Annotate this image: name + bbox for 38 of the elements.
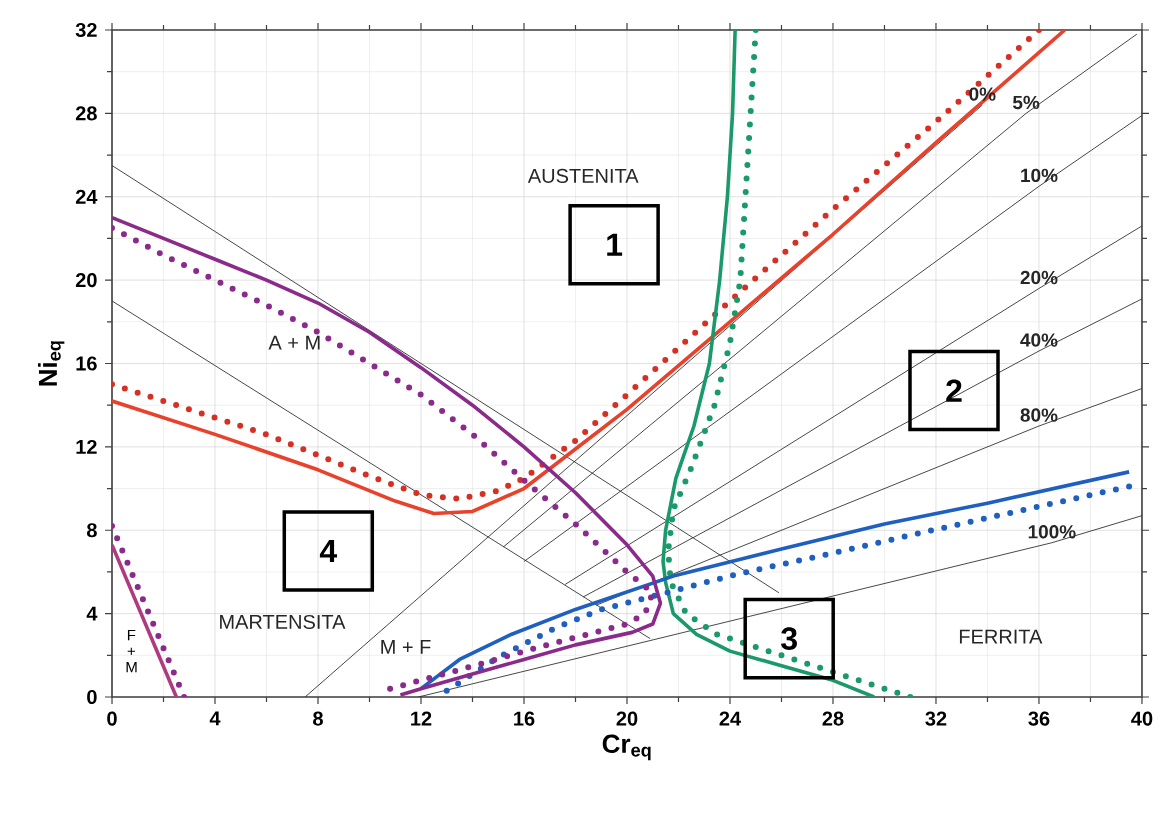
y-tick-label: 24 xyxy=(75,189,98,204)
annotation: F + M xyxy=(126,629,137,673)
y-tick-label: 8 xyxy=(86,523,97,538)
series-label: 100% xyxy=(1028,525,1076,539)
x-tick-label: 12 xyxy=(411,711,432,726)
x-tick-label: 4 xyxy=(209,711,221,726)
x-axis-title: Cr$_{eq}$ xyxy=(602,734,651,761)
y-axis-title: Ni$_{eq}$ xyxy=(38,341,65,386)
annotation: 2 xyxy=(946,379,962,402)
x-tick-label: 24 xyxy=(719,711,741,726)
x-tick-label: 28 xyxy=(822,711,844,726)
y-tick-label: 32 xyxy=(75,22,97,38)
y-tick-label: 0 xyxy=(87,689,97,705)
annotation: FERRITA xyxy=(959,629,1043,644)
annotation: 4 xyxy=(319,540,338,563)
series-label: 40% xyxy=(1020,333,1058,347)
x-tick-label: 20 xyxy=(616,711,638,726)
x-tick-label: 8 xyxy=(313,711,323,726)
y-tick-label: 12 xyxy=(76,439,97,454)
x-tick-label: 16 xyxy=(514,711,535,726)
y-tick-label: 28 xyxy=(75,106,97,121)
annotation: 3 xyxy=(781,627,797,650)
series-label: 10% xyxy=(1021,168,1058,183)
y-tick-label: 20 xyxy=(75,273,97,288)
series-label: 80% xyxy=(1020,408,1058,422)
y-tick-label: 4 xyxy=(86,606,98,621)
y-tick-label: 16 xyxy=(76,356,97,371)
x-tick-label: 40 xyxy=(1131,711,1153,726)
series-label: 20% xyxy=(1020,270,1058,285)
annotation: MARTENSITA xyxy=(220,614,346,630)
series-label: 5% xyxy=(1012,95,1040,110)
annotation: AUSTENITA xyxy=(527,168,639,183)
x-tick-label: 36 xyxy=(1028,711,1050,726)
annotation: M + F xyxy=(381,640,431,654)
annotation: 1 xyxy=(607,233,623,256)
x-tick-label: 32 xyxy=(925,711,947,726)
annotation: A + M xyxy=(268,335,320,350)
x-tick-label: 0 xyxy=(107,711,117,726)
